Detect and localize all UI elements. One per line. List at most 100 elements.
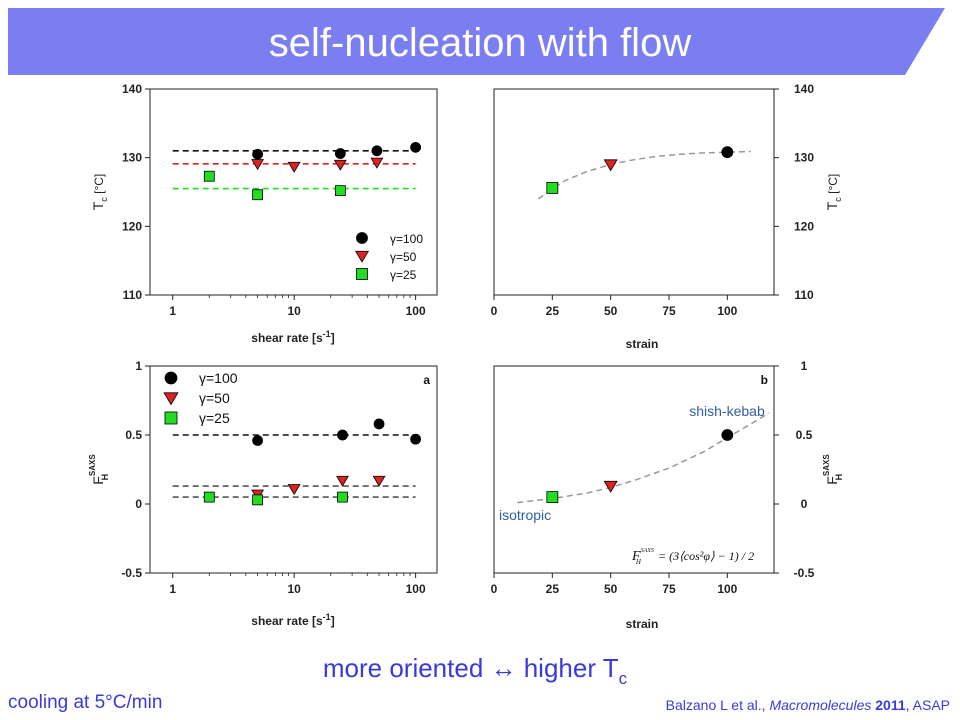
x-axis-label-sup: -1: [323, 612, 331, 622]
legend-marker-square: [164, 411, 178, 425]
title-banner-shape: [8, 8, 945, 75]
legend-label: γ=50: [199, 390, 230, 406]
panel-letter: a: [423, 373, 430, 387]
data-point-square: [203, 491, 215, 503]
data-point-circle: [252, 435, 264, 446]
x-tick-label: 1: [169, 304, 176, 318]
formula-lhs-sub: H: [635, 558, 642, 566]
citation-authors: Balzano L et al.,: [666, 697, 770, 713]
y-axis-label-sub: H: [834, 474, 844, 481]
legend-label: γ=25: [390, 268, 417, 282]
y-axis-label: Tc [°C]: [90, 174, 109, 211]
y-tick-label: 110: [123, 288, 143, 302]
x-axis-label: strain: [626, 617, 659, 631]
conclusion-text: more oriented ↔ higher Tc: [323, 653, 628, 688]
x-tick-label: 100: [406, 304, 426, 318]
data-point-triangle: [333, 159, 347, 171]
legend-label: γ=100: [390, 232, 423, 246]
x-tick-label: 25: [546, 582, 560, 596]
y-axis-label-sub: H: [100, 474, 110, 481]
y-tick-label: 1: [801, 359, 808, 373]
plot-frame: [493, 365, 775, 574]
data-point-circle: [373, 418, 385, 430]
x-tick-label: 0: [491, 304, 498, 318]
legend-marker-circle: [164, 371, 178, 385]
title-banner: self-nucleation with flow: [8, 8, 945, 75]
data-point-square: [334, 185, 346, 197]
legend-marker-square: [356, 268, 368, 280]
y-axis-label-sub: c: [99, 197, 109, 202]
citation-status: , ASAP: [906, 697, 950, 713]
data-point-square: [337, 491, 348, 503]
y-axis-label-main: F: [90, 476, 106, 485]
y-tick-label: 140: [122, 82, 142, 96]
citation-year: 2011: [871, 697, 905, 713]
y-axis-label-sub: c: [833, 197, 843, 202]
x-axis-label-end: ]: [331, 614, 335, 628]
y-tick-label: 120: [122, 219, 142, 233]
y-tick-label: -0.5: [121, 566, 142, 580]
x-tick-label: 75: [662, 582, 676, 596]
y-axis-label-sup: SAXS: [88, 454, 97, 476]
y-axis-label-end: [°C]: [826, 174, 840, 197]
data-point-circle: [252, 148, 264, 160]
y-axis-label-main: T: [824, 201, 840, 210]
x-tick-label: 100: [717, 304, 737, 318]
chart-fh-vs-strain: 0 25 50 75 100-0.500.51strainFSAXSHbshish-ke…: [491, 359, 844, 631]
data-point-circle: [334, 148, 346, 159]
data-point-triangle: [372, 475, 386, 487]
x-axis-label-end: ]: [331, 331, 335, 345]
plot-frame: [149, 365, 438, 574]
conclusion-main: more oriented ↔ higher T: [323, 653, 619, 683]
trend-curve: [517, 412, 770, 504]
data-point-circle: [337, 429, 348, 441]
y-tick-label: 120: [794, 219, 814, 233]
x-tick-label: 100: [406, 582, 426, 596]
annotation-isotropic: isotropic: [499, 507, 551, 523]
trend-curve: [537, 150, 751, 200]
data-point-triangle: [251, 159, 265, 171]
data-point-circle: [721, 146, 734, 159]
y-axis-label-main: F: [824, 476, 840, 485]
y-axis-label-main: T: [90, 201, 106, 210]
y-tick-label: 140: [794, 82, 814, 96]
y-axis-label: FSAXSH: [88, 454, 110, 485]
x-tick-label: 10: [287, 582, 301, 596]
slide-title: self-nucleation with flow: [269, 21, 692, 65]
data-point-square: [203, 170, 215, 182]
x-tick-label: 1: [169, 582, 176, 596]
x-axis-label-main: strain: [626, 617, 659, 631]
data-point-circle: [721, 429, 734, 441]
legend-label: γ=100: [199, 370, 238, 386]
data-point-square: [252, 189, 264, 201]
data-point-circle: [410, 141, 422, 153]
footer-cooling-rate: cooling at 5°C/min: [8, 692, 162, 713]
y-axis-label: Tc [°C]: [824, 174, 843, 211]
y-tick-label: 1: [135, 359, 142, 373]
x-tick-label: 75: [662, 304, 676, 318]
formula-lhs-sup: SAXS: [641, 548, 654, 554]
y-axis-label: FSAXSH: [822, 454, 844, 485]
data-point-circle: [410, 433, 422, 445]
data-point-square: [252, 494, 264, 506]
y-axis-label-end: [°C]: [92, 174, 106, 197]
y-tick-label: 0.5: [125, 428, 142, 442]
conclusion-subscript: c: [619, 669, 628, 688]
y-axis-label-sup: SAXS: [822, 454, 831, 476]
x-tick-label: 50: [604, 582, 618, 596]
plot-frame: [493, 88, 775, 296]
data-point-triangle: [370, 157, 384, 169]
legend-label: γ=25: [199, 410, 230, 426]
x-axis-label-main: strain: [626, 337, 659, 351]
y-tick-label: 0: [135, 497, 142, 511]
x-tick-label: 0: [491, 582, 498, 596]
data-point-triangle: [287, 484, 301, 496]
x-tick-label: 25: [546, 304, 560, 318]
formula-text: FSAXS H = (3⟨cos²φ⟩ − 1) / 2: [631, 548, 754, 566]
plot-frame: [149, 88, 438, 296]
legend-label: γ=50: [390, 250, 417, 264]
x-tick-label: 10: [287, 304, 301, 318]
x-axis-label: shear rate [s-1]: [251, 329, 334, 345]
y-tick-label: -0.5: [794, 566, 815, 580]
